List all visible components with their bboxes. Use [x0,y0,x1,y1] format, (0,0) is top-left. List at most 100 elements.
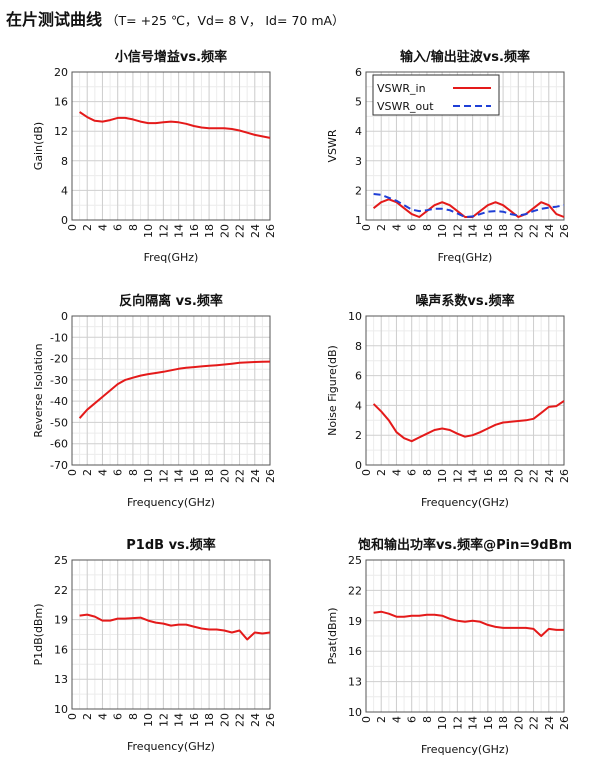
x-tick-label: 8 [421,716,434,723]
x-tick-label: 18 [497,224,510,238]
y-tick-label: 19 [54,614,68,627]
x-tick-label: 16 [188,713,201,727]
x-tick-label: 10 [436,469,449,483]
x-tick-label: 4 [96,469,109,476]
y-tick-label: -10 [50,331,68,344]
x-tick-label: 10 [142,469,155,483]
y-axis-label: Gain(dB) [32,122,45,170]
x-tick-label: 16 [482,469,495,483]
x-tick-label: 8 [127,469,140,476]
y-tick-label: -20 [50,353,68,366]
x-axis-label: Frequency(GHz) [127,496,215,509]
x-tick-label: 0 [360,224,373,231]
grid [71,315,271,466]
x-tick-label: 18 [203,469,216,483]
y-axis-label: VSWR [326,129,339,162]
y-tick-label: 22 [54,584,68,597]
y-axis-label: P1dB(dBm) [32,604,45,666]
x-tick-label: 16 [188,224,201,238]
x-tick-label: 22 [234,713,247,727]
x-tick-label: 12 [451,224,464,238]
x-tick-label: 6 [112,713,125,720]
legend-box [372,74,500,116]
x-tick-label: 26 [264,713,277,727]
x-tick-label: 0 [360,716,373,723]
x-tick-label: 24 [543,716,556,730]
x-tick-label: 14 [467,224,480,238]
chart-title: P1dB vs.频率 [126,537,215,553]
y-tick-label: 0 [355,459,362,472]
y-tick-label: -60 [50,438,68,451]
x-tick-label: 22 [528,716,541,730]
y-tick-label: -40 [50,395,68,408]
legend-label: VSWR_in [377,82,426,95]
chart-title: 小信号增益vs.频率 [115,49,227,65]
x-tick-label: 24 [543,469,556,483]
chart-title: 输入/输出驻波vs.频率 [400,49,530,65]
y-tick-label: 5 [355,96,362,109]
y-tick-label: 16 [54,96,68,109]
x-tick-label: 22 [528,469,541,483]
x-tick-label: 8 [127,224,140,231]
x-axis-label: Frequency(GHz) [127,740,215,753]
x-tick-label: 6 [112,224,125,231]
grid [71,559,271,710]
x-tick-label: 12 [451,716,464,730]
y-tick-label: -70 [50,459,68,472]
x-tick-label: 2 [81,224,94,231]
x-axis-label: Frequency(GHz) [421,743,509,756]
x-tick-label: 10 [142,713,155,727]
y-tick-label: 16 [348,645,362,658]
x-tick-label: 20 [512,469,525,483]
x-tick-label: 20 [512,716,525,730]
x-tick-label: 20 [218,713,231,727]
x-tick-label: 10 [142,224,155,238]
legend: VSWR_in VSWR_out [372,74,500,116]
x-tick-label: 2 [375,716,388,723]
x-tick-label: 14 [467,469,480,483]
x-tick-label: 24 [249,469,262,483]
x-tick-label: 4 [390,716,403,723]
x-tick-label: 2 [375,469,388,476]
y-tick-label: 8 [355,340,362,353]
series-line-1 [78,360,271,419]
x-tick-label: 6 [406,469,419,476]
x-tick-label: 4 [390,469,403,476]
grid [365,315,565,466]
x-tick-label: 20 [512,224,525,238]
series-line-2 [373,193,565,218]
y-tick-label: 13 [54,673,68,686]
grid [365,559,565,713]
y-tick-label: -50 [50,416,68,429]
y-tick-label: 4 [355,399,362,412]
x-axis-label: Freq(GHz) [438,251,493,264]
x-tick-label: 16 [188,469,201,483]
y-tick-label: 25 [54,554,68,567]
y-axis-label: Reverse Isolation [32,343,45,437]
y-tick-label: 10 [348,310,362,323]
x-tick-label: 14 [467,716,480,730]
chart-title: 反向隔离 vs.频率 [119,293,223,309]
x-tick-label: 0 [66,224,79,231]
x-tick-label: 26 [558,224,571,238]
x-tick-label: 2 [375,224,388,231]
plot-frame [71,559,271,710]
y-tick-label: 12 [54,125,68,138]
chart-title: 噪声系数vs.频率 [415,293,514,309]
x-tick-label: 8 [421,224,434,231]
plot-frame [365,315,565,466]
x-tick-label: 2 [81,469,94,476]
y-tick-label: 13 [348,676,362,689]
x-tick-label: 18 [203,713,216,727]
x-tick-label: 24 [249,713,262,727]
x-tick-label: 8 [127,713,140,720]
x-tick-label: 0 [360,469,373,476]
x-tick-label: 16 [482,716,495,730]
chart-title: 饱和输出功率vs.频率@Pin=9dBm [357,537,572,553]
plot-frame [365,71,565,221]
